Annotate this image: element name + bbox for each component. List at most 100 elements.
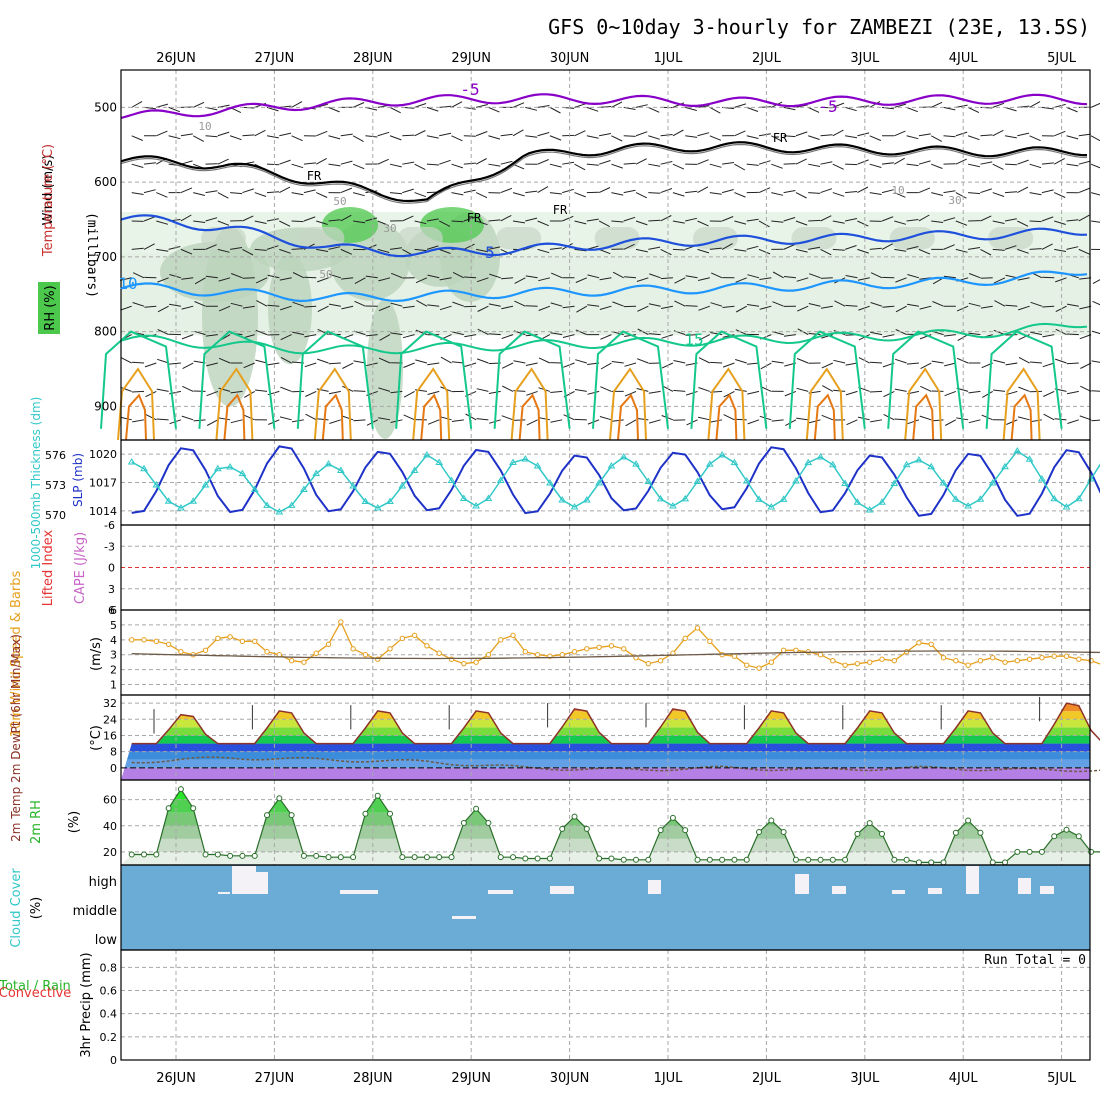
wind-barb-7-37 xyxy=(576,305,588,313)
rh-point-44 xyxy=(669,814,676,821)
rh-point-64 xyxy=(915,859,922,866)
rh-band-5 xyxy=(121,789,1090,800)
wind-barb-3-27 xyxy=(463,189,476,194)
wind-barb-4-6 xyxy=(205,217,218,222)
wind-barb-7-4 xyxy=(169,303,181,307)
wind-barb-6-19 xyxy=(354,277,366,285)
thickness-point-1 xyxy=(140,464,148,472)
wind-barb-1-11 xyxy=(266,135,279,139)
wind-barb-9-57 xyxy=(821,362,834,369)
wind-barb-7-46 xyxy=(685,305,698,307)
wind-barb-11-57 xyxy=(821,414,834,421)
wind-barb-0-0 xyxy=(131,100,143,108)
wind-barb-3-4 xyxy=(180,187,193,194)
wind-barb-9-19 xyxy=(353,360,366,364)
thickness-point-57 xyxy=(828,460,837,468)
rh-tick-1: 40 xyxy=(103,820,117,833)
wind-barb-5-0 xyxy=(131,247,144,250)
wind-barb-7-38 xyxy=(587,304,600,307)
wind-barb-11-18 xyxy=(341,415,354,421)
wind-barb-6-57 xyxy=(820,277,833,279)
wind-barb-6-71 xyxy=(993,277,1006,284)
wind-barb-8-46 xyxy=(685,334,698,336)
wind-barb-3-69 xyxy=(980,188,992,194)
wind-barb-5-71 xyxy=(1004,245,1017,250)
wind-barb-10-8 xyxy=(218,387,231,392)
wind-barb-9-47 xyxy=(698,357,711,364)
thickness-point-19 xyxy=(361,497,370,505)
thickness-point-17 xyxy=(336,466,345,473)
upper-ytick-3: 800 xyxy=(94,325,117,339)
wind-barb-10-58 xyxy=(833,389,846,392)
contour-label-13: 50 xyxy=(333,195,346,208)
wind-barb-8-35 xyxy=(550,332,563,336)
slp-tick-1: 1017 xyxy=(89,477,117,490)
temp-tick-4: 32 xyxy=(103,697,117,710)
wind-barb-0-26 xyxy=(451,101,463,108)
wind-barb-7-71 xyxy=(994,300,1006,307)
wind-barb-4-57 xyxy=(832,220,845,224)
wind-barb-3-21 xyxy=(389,192,403,195)
wind-barb-4-17 xyxy=(340,214,352,222)
wind-barb-7-19 xyxy=(354,300,366,307)
wind-barb-9-45 xyxy=(673,360,686,364)
freezing-line-shadow xyxy=(120,143,1088,204)
wind-barb-9-59 xyxy=(845,362,858,366)
wind-barb-11-5 xyxy=(181,415,194,421)
date-label-top-4: 30JUN xyxy=(550,51,590,66)
wind-barb-10-79 xyxy=(1091,390,1100,392)
wind-barb-3-0 xyxy=(131,192,144,195)
rh-point-78 xyxy=(1088,848,1095,855)
wind-tick-5: 6 xyxy=(110,604,117,617)
wind-barb-3-51 xyxy=(758,187,771,194)
wind-barb-5-20 xyxy=(377,248,390,253)
wind-barb-3-62 xyxy=(894,192,906,198)
wind-barb-4-10 xyxy=(254,220,267,224)
rh-point-2 xyxy=(153,851,160,858)
wind-barb-1-4 xyxy=(180,133,193,137)
wind-barb-staff xyxy=(131,650,1100,660)
wind-barb-3-65 xyxy=(931,192,944,196)
wind-barb-11-34 xyxy=(538,417,551,421)
thickness-point-46 xyxy=(693,477,702,484)
wind-barb-4-24 xyxy=(426,218,439,222)
wind-barb-11-72 xyxy=(1006,419,1018,425)
wind-barb-9-58 xyxy=(833,359,846,364)
wind-barb-9-51 xyxy=(747,362,760,365)
wind-barb-6-20 xyxy=(365,275,378,279)
rh-point-0 xyxy=(128,851,135,858)
wind-barb-1-9 xyxy=(242,134,255,137)
wind-barb-9-17 xyxy=(328,362,341,365)
rh-point-17 xyxy=(337,854,344,861)
wind-barb-9-67 xyxy=(944,362,956,367)
wind-barb-1-71 xyxy=(1004,135,1017,139)
temp15-loop-2 xyxy=(296,330,374,429)
wind-barb-3-54 xyxy=(795,192,807,199)
rh-point-49 xyxy=(731,856,738,863)
wind-barb-6-14 xyxy=(292,272,305,279)
rh-point-40 xyxy=(620,856,627,863)
wind-barb-2-34 xyxy=(549,163,562,168)
date-label-bottom-0: 26JUN xyxy=(156,1071,196,1086)
wind-barb-9-75 xyxy=(1042,362,1055,368)
wind-barb-7-30 xyxy=(488,303,501,307)
wind-barb-11-48 xyxy=(710,419,723,423)
rh-point-60 xyxy=(866,820,873,827)
wind-barb-7-8 xyxy=(218,305,231,312)
thickness-point-74 xyxy=(1038,475,1046,482)
wind-barb-9-55 xyxy=(796,358,809,364)
contour-label-9: 10 xyxy=(198,120,211,133)
wind-barb-1-26 xyxy=(451,135,463,142)
wind-point-75 xyxy=(1051,653,1057,659)
wind-barb-1-20 xyxy=(377,131,390,137)
rh-point-13 xyxy=(288,812,295,819)
wind-barb-7-60 xyxy=(858,305,870,311)
thickness-point-25 xyxy=(435,458,444,465)
wind-barb-4-28 xyxy=(475,220,488,226)
wind-barb-6-12 xyxy=(267,274,280,279)
wind-barb-11-74 xyxy=(1030,419,1042,423)
precip-run-total: Run Total = 0 xyxy=(984,953,1086,968)
wind-barb-8-62 xyxy=(882,334,895,338)
wind-barb-7-23 xyxy=(402,305,415,309)
wind-barb-9-77 xyxy=(1066,362,1079,365)
